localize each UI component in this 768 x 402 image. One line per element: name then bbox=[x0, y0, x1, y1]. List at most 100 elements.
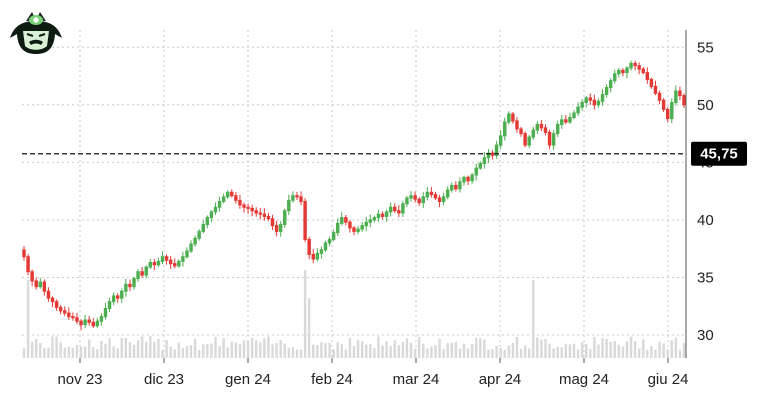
candle-body bbox=[234, 195, 238, 201]
volume-bar bbox=[39, 343, 42, 358]
volume-bar bbox=[511, 343, 515, 358]
candle-body bbox=[148, 261, 153, 268]
candle-body bbox=[115, 295, 120, 299]
volume-bar bbox=[340, 344, 343, 358]
volume-bar bbox=[597, 344, 600, 358]
volume-bar bbox=[666, 349, 669, 358]
current-price-badge-bg bbox=[691, 141, 747, 166]
candle-body bbox=[185, 250, 189, 258]
volume-bar bbox=[92, 346, 95, 358]
volume-bar bbox=[193, 338, 197, 358]
candle-body bbox=[568, 116, 572, 123]
volume-bar bbox=[348, 338, 352, 358]
volume-bar bbox=[242, 340, 246, 358]
volume-bar bbox=[104, 343, 107, 358]
volume-bar bbox=[222, 337, 225, 358]
candle-body bbox=[682, 95, 686, 106]
volume-bar bbox=[332, 349, 335, 358]
candle-body bbox=[193, 237, 197, 245]
volume-bar bbox=[132, 344, 136, 358]
candle-body bbox=[437, 197, 442, 202]
volume-bar bbox=[360, 341, 364, 358]
candle-body bbox=[67, 312, 71, 318]
candle-body bbox=[213, 206, 218, 213]
volume-bar bbox=[576, 349, 580, 358]
volume-bar bbox=[303, 270, 307, 358]
x-tick-label: feb 24 bbox=[311, 371, 353, 388]
candle-body bbox=[376, 213, 381, 219]
volume-bar bbox=[140, 336, 144, 358]
candle-body bbox=[629, 62, 633, 69]
candle-body bbox=[372, 217, 377, 221]
volume-bar bbox=[564, 343, 568, 358]
candle-body bbox=[156, 260, 161, 266]
volume-bar bbox=[589, 348, 592, 358]
volume-bar bbox=[462, 343, 466, 358]
volume-bar bbox=[336, 342, 339, 358]
candle-body bbox=[54, 301, 59, 308]
x-tick-label: mag 24 bbox=[559, 371, 609, 388]
candle-body bbox=[503, 121, 507, 137]
candle-body bbox=[421, 196, 425, 204]
volume-bar bbox=[307, 298, 311, 358]
volume-bar bbox=[226, 347, 229, 358]
volume-bar bbox=[466, 348, 470, 358]
volume-bar bbox=[185, 346, 189, 358]
candle-body bbox=[287, 199, 291, 212]
candle-body bbox=[576, 106, 580, 114]
volume-bar bbox=[295, 349, 299, 358]
candle-body bbox=[494, 144, 499, 156]
volume-bar bbox=[120, 337, 123, 358]
candle-body bbox=[670, 102, 674, 120]
candle-body bbox=[645, 72, 650, 80]
volume-bar bbox=[540, 339, 543, 358]
volume-bar bbox=[381, 345, 384, 358]
volume-bar bbox=[173, 349, 176, 358]
candle-body bbox=[348, 221, 352, 229]
volume-bar bbox=[678, 349, 682, 358]
volume-bar bbox=[55, 336, 58, 358]
volume-bar bbox=[389, 346, 392, 358]
x-tick-label: giu 24 bbox=[648, 371, 689, 388]
volume-bar bbox=[491, 349, 494, 358]
candle-body bbox=[230, 191, 234, 197]
candle-body bbox=[103, 308, 108, 318]
volume-bar bbox=[625, 341, 629, 358]
volume-bar bbox=[218, 346, 221, 358]
candle-body bbox=[197, 230, 201, 239]
candle-body bbox=[604, 87, 609, 95]
candle-body bbox=[201, 223, 205, 232]
volume-bar bbox=[71, 347, 75, 358]
volume-bars bbox=[22, 270, 686, 358]
volume-bar bbox=[426, 348, 429, 358]
candle-body bbox=[258, 212, 263, 215]
volume-bar bbox=[279, 339, 282, 358]
candle-body bbox=[564, 119, 568, 123]
candle-body bbox=[393, 206, 397, 212]
volume-bar bbox=[79, 346, 83, 358]
volume-bar bbox=[100, 340, 103, 358]
volume-bar bbox=[385, 341, 388, 358]
candle-body bbox=[364, 221, 368, 227]
volume-bar bbox=[507, 345, 511, 358]
volume-bar bbox=[556, 346, 559, 358]
volume-bar bbox=[438, 338, 441, 358]
volume-bar bbox=[658, 341, 661, 358]
volume-bar bbox=[523, 345, 527, 358]
volume-bar bbox=[503, 349, 506, 358]
candle-body bbox=[527, 136, 531, 146]
volume-bar bbox=[548, 343, 551, 358]
volume-bar bbox=[299, 349, 303, 358]
candle-body bbox=[22, 249, 26, 258]
candle-body bbox=[678, 90, 682, 97]
volume-bar bbox=[637, 348, 641, 358]
candle-body bbox=[295, 195, 299, 198]
candle-body bbox=[368, 219, 373, 223]
candle-body bbox=[384, 211, 389, 217]
volume-bar bbox=[544, 339, 547, 358]
volume-bar bbox=[662, 343, 665, 358]
volume-bar bbox=[601, 337, 604, 358]
candle-body bbox=[140, 271, 144, 276]
volume-bar bbox=[63, 347, 66, 358]
volume-bar bbox=[96, 349, 99, 358]
